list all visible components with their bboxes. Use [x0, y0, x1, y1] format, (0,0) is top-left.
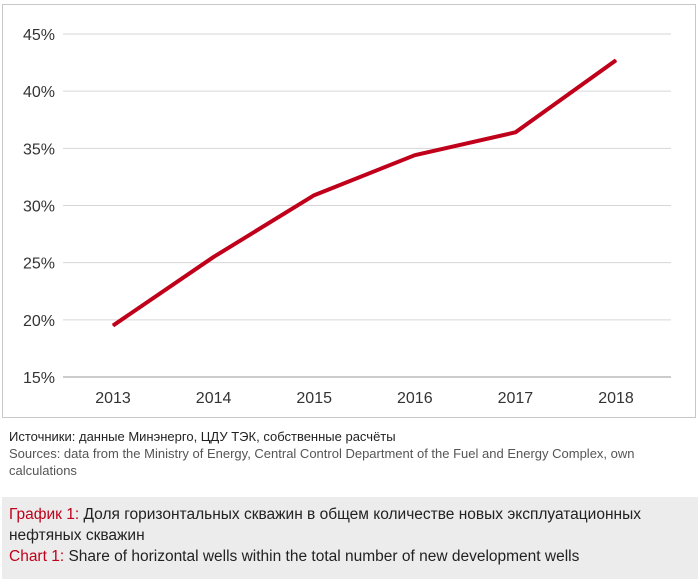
caption-en-label: Chart 1:: [9, 548, 65, 565]
data-point: [112, 325, 114, 327]
chart-frame: 15% 20% 25% 30% 35% 40% 45% 2013 2014 2015 2016 201…: [2, 4, 696, 418]
sources-note: Источники: данные Минэнерго, ЦДУ ТЭК, со…: [9, 428, 679, 479]
sources-ru: Источники: данные Минэнерго, ЦДУ ТЭК, со…: [9, 429, 396, 444]
sources-en: Sources: data from the Ministry of Energ…: [9, 446, 635, 478]
x-tick-label: 2013: [95, 390, 131, 407]
y-tick-label: 40%: [23, 84, 55, 101]
x-tick-label: 2014: [196, 390, 232, 407]
chart-caption: График 1: Доля горизонтальных скважин в …: [2, 497, 698, 579]
caption-en-text: Share of horizontal wells within the tot…: [64, 548, 580, 565]
data-point: [313, 194, 315, 196]
x-tick-label: 2016: [397, 390, 433, 407]
y-tick-label: 35%: [23, 141, 55, 158]
x-tick-label: 2018: [598, 390, 634, 407]
caption-en: Chart 1: Share of horizontal wells withi…: [9, 546, 698, 567]
x-tick-label: 2017: [498, 390, 534, 407]
y-tick-label: 25%: [23, 256, 55, 273]
x-tick-label: 2015: [296, 390, 332, 407]
y-tick-label: 45%: [23, 27, 55, 44]
caption-ru-label: График 1:: [9, 506, 80, 523]
y-tick-label: 30%: [23, 199, 55, 216]
y-tick-label: 15%: [23, 370, 55, 387]
y-tick-label: 20%: [23, 313, 55, 330]
caption-ru-text: Доля горизонтальных скважин в общем коли…: [9, 506, 641, 544]
data-point: [213, 256, 215, 258]
data-point: [414, 154, 416, 156]
data-point: [514, 131, 516, 133]
line-chart: 15% 20% 25% 30% 35% 40% 45% 2013 2014 2015 2016 201…: [23, 27, 671, 407]
caption-ru: График 1: Доля горизонтальных скважин в …: [9, 504, 698, 546]
data-point: [615, 59, 617, 61]
series-line: [111, 58, 618, 328]
